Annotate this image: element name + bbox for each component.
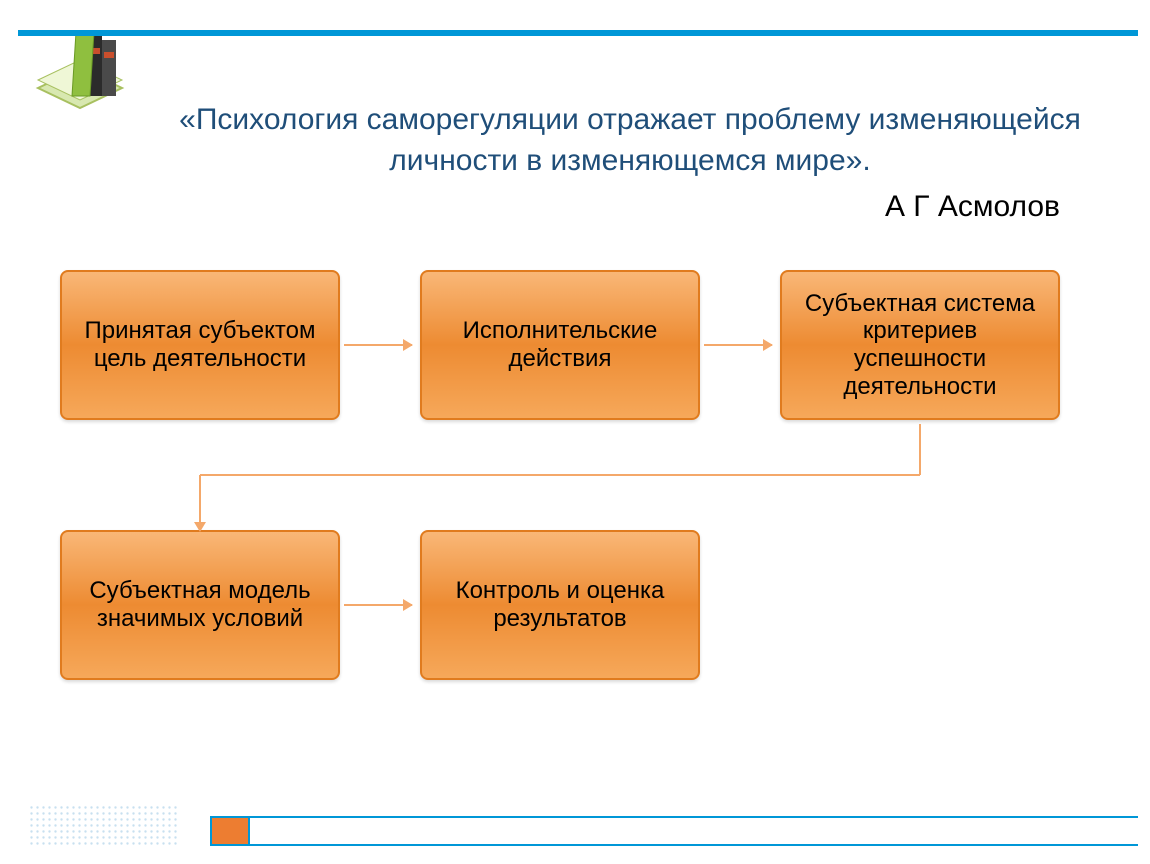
quote-block: «Психология саморегуляции отражает пробл… [170,100,1090,181]
flow-node-control: Контроль и оценка результатов [420,530,700,680]
flow-arrow [704,344,772,346]
flow-arrow-segment [199,475,201,522]
footer-bar [210,816,1138,846]
flow-node-label: Субъектная модель значимых условий [76,577,324,632]
footer-dots [30,806,180,846]
flow-node-conditions: Субъектная модель значимых условий [60,530,340,680]
flow-arrow [344,604,412,606]
quote-text: «Психология саморегуляции отражает пробл… [170,100,1090,181]
flow-arrow [344,344,412,346]
flow-node-label: Субъектная система критериев успешности … [796,290,1044,400]
flow-node-goal: Принятая субъектом цель деятельности [60,270,340,420]
quote-author: А Г Асмолов [885,190,1060,224]
flow-arrow-head [194,522,206,532]
flow-node-criteria: Субъектная система критериев успешности … [780,270,1060,420]
flow-node-label: Принятая субъектом цель деятельности [76,317,324,372]
flow-node-label: Контроль и оценка результатов [436,577,684,632]
header-rule [18,30,1138,36]
flow-node-actions: Исполнительские действия [420,270,700,420]
flow-arrow-segment [919,424,921,475]
flow-node-label: Исполнительские действия [436,317,684,372]
flow-arrow-segment [200,474,920,476]
